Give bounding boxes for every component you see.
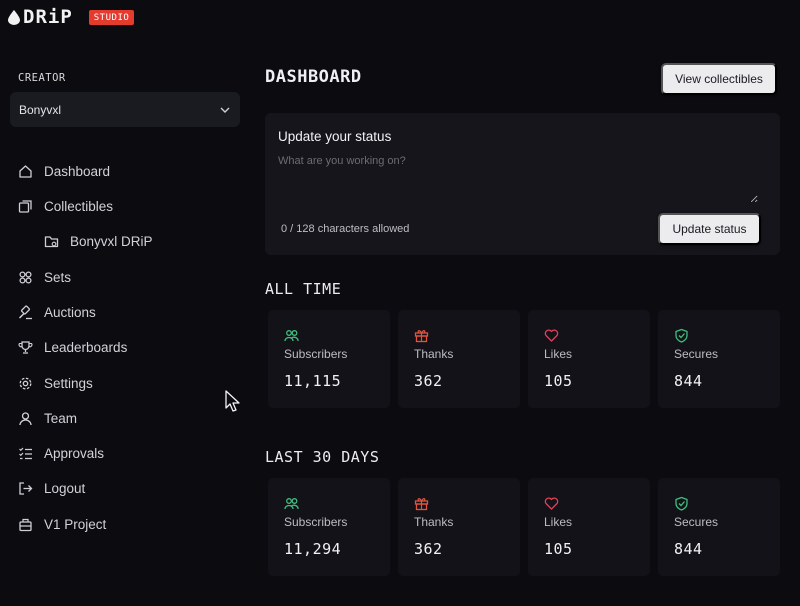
last-30-days-stats: Subscribers 11,294 Thanks 362 Likes 105 … <box>265 478 785 576</box>
studio-badge: STUDIO <box>88 9 135 25</box>
stat-value: 11,115 <box>284 372 342 390</box>
subscribers-icon <box>284 328 299 343</box>
sidebar-item-label: Approvals <box>44 445 105 461</box>
logout-icon <box>18 481 33 496</box>
heart-icon <box>544 328 559 343</box>
subscribers-icon <box>284 496 299 511</box>
heart-icon <box>544 496 559 511</box>
sidebar-item-team[interactable]: Team <box>18 406 77 430</box>
drop-icon <box>8 9 20 25</box>
sidebar: CREATOR Bonyvxl Dashboard Collectibles B… <box>0 34 250 606</box>
stat-value: 844 <box>674 540 703 558</box>
stat-card-secures: Secures 844 <box>658 310 780 408</box>
sidebar-item-bonyvxl-drip[interactable]: Bonyvxl DRiP <box>44 229 153 253</box>
status-card-title: Update your status <box>278 129 392 144</box>
update-status-button[interactable]: Update status <box>658 213 761 245</box>
sidebar-item-logout[interactable]: Logout <box>18 476 85 500</box>
view-collectibles-button[interactable]: View collectibles <box>661 63 777 95</box>
stat-label: Likes <box>544 347 573 361</box>
stat-value: 105 <box>544 372 573 390</box>
sidebar-item-approvals[interactable]: Approvals <box>18 441 104 465</box>
all-time-title: ALL TIME <box>265 280 342 298</box>
gavel-icon <box>18 305 33 320</box>
stat-label: Subscribers <box>284 515 348 529</box>
stat-card-likes: Likes 105 <box>528 478 650 576</box>
sidebar-item-label: Bonyvxl DRiP <box>70 233 153 249</box>
stat-value: 362 <box>414 540 443 558</box>
creator-label: CREATOR <box>18 72 66 84</box>
sidebar-item-v1-project[interactable]: V1 Project <box>18 512 106 536</box>
trophy-icon <box>18 340 33 355</box>
sidebar-item-label: Collectibles <box>44 198 114 214</box>
sidebar-item-leaderboards[interactable]: Leaderboards <box>18 335 127 359</box>
stat-card-subscribers: Subscribers 11,294 <box>268 478 390 576</box>
stat-label: Secures <box>674 347 719 361</box>
sidebar-item-label: Dashboard <box>44 163 111 179</box>
shield-check-icon <box>674 496 689 511</box>
stat-value: 844 <box>674 372 703 390</box>
main-content: DASHBOARD View collectibles Update your … <box>250 34 800 606</box>
stat-label: Thanks <box>414 347 454 361</box>
stat-card-secures: Secures 844 <box>658 478 780 576</box>
collectibles-icon <box>18 199 33 214</box>
stat-label: Subscribers <box>284 347 348 361</box>
sidebar-item-sets[interactable]: Sets <box>18 265 71 289</box>
stat-value: 105 <box>544 540 573 558</box>
gift-icon <box>414 496 429 511</box>
sidebar-item-settings[interactable]: Settings <box>18 371 93 395</box>
sidebar-item-label: Auctions <box>44 304 96 320</box>
mouse-cursor-icon <box>225 390 240 412</box>
stat-card-subscribers: Subscribers 11,115 <box>268 310 390 408</box>
sidebar-item-dashboard[interactable]: Dashboard <box>18 159 110 183</box>
page-title: DASHBOARD <box>265 67 362 87</box>
stat-label: Secures <box>674 515 719 529</box>
stat-value: 11,294 <box>284 540 342 558</box>
home-icon <box>18 164 33 179</box>
stat-label: Thanks <box>414 515 454 529</box>
drip-logo[interactable]: DRiP <box>8 6 73 28</box>
status-input[interactable] <box>278 155 758 203</box>
sidebar-item-label: Sets <box>44 269 72 285</box>
briefcase-icon <box>18 517 33 532</box>
sidebar-item-collectibles[interactable]: Collectibles <box>18 194 113 218</box>
stat-value: 362 <box>414 372 443 390</box>
gear-icon <box>18 376 33 391</box>
shield-check-icon <box>674 328 689 343</box>
folder-icon <box>44 234 59 249</box>
sidebar-item-label: Team <box>44 410 78 426</box>
stat-card-likes: Likes 105 <box>528 310 650 408</box>
stat-card-thanks: Thanks 362 <box>398 310 520 408</box>
creator-select[interactable]: Bonyvxl <box>10 92 240 127</box>
creator-selected-value: Bonyvxl <box>19 102 62 117</box>
gift-icon <box>414 328 429 343</box>
stat-card-thanks: Thanks 362 <box>398 478 520 576</box>
all-time-stats: Subscribers 11,115 Thanks 362 Likes 105 … <box>265 310 785 408</box>
stat-label: Likes <box>544 515 573 529</box>
sidebar-item-label: Leaderboards <box>44 339 128 355</box>
last-30-days-title: LAST 30 DAYS <box>265 448 380 466</box>
sidebar-item-label: V1 Project <box>44 516 107 532</box>
top-bar: DRiP STUDIO <box>0 0 800 34</box>
char-count: 0 / 128 characters allowed <box>281 223 410 235</box>
logo-text: DRiP <box>23 6 73 28</box>
user-icon <box>18 411 33 426</box>
sidebar-item-label: Logout <box>44 480 86 496</box>
checklist-icon <box>18 446 33 461</box>
chevron-down-icon <box>220 107 230 113</box>
sets-icon <box>18 270 33 285</box>
sidebar-item-label: Settings <box>44 375 93 391</box>
sidebar-item-auctions[interactable]: Auctions <box>18 300 96 324</box>
status-card: Update your status 0 / 128 characters al… <box>265 113 780 255</box>
